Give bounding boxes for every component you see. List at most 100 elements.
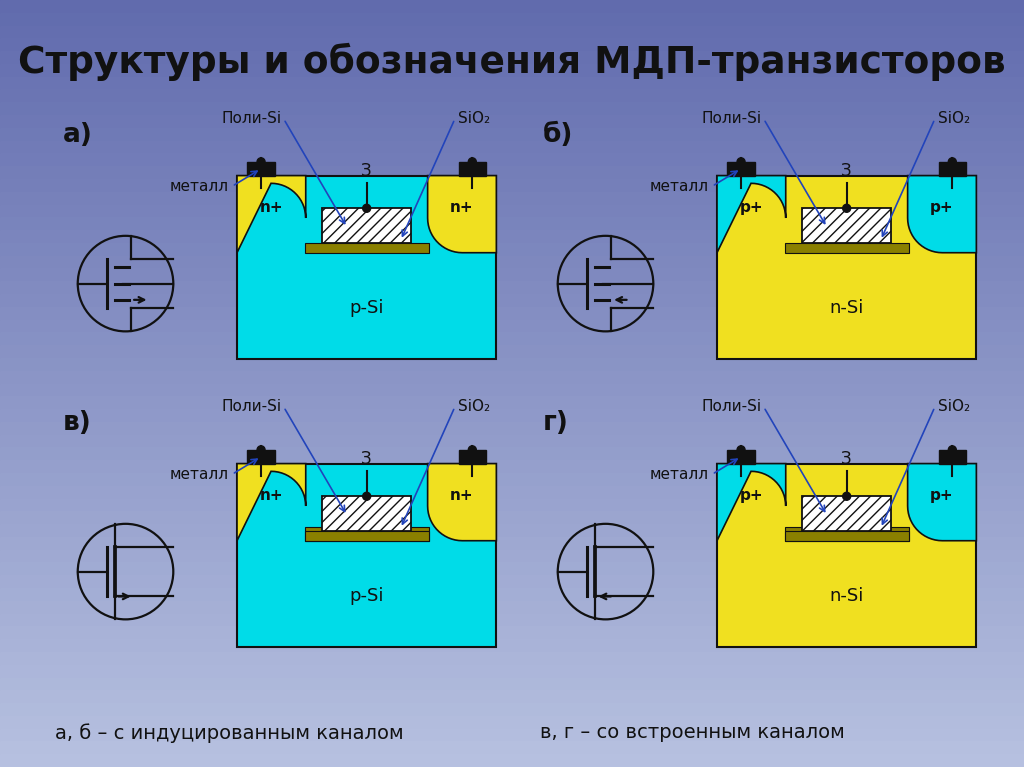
Circle shape xyxy=(468,446,476,454)
Bar xyxy=(0,217,1024,230)
Bar xyxy=(0,486,1024,499)
Text: Структуры и обозначения МДП-транзисторов: Структуры и обозначения МДП-транзисторов xyxy=(18,43,1006,81)
Text: в, г – со встроенным каналом: в, г – со встроенным каналом xyxy=(540,723,845,742)
Circle shape xyxy=(362,492,371,500)
Bar xyxy=(0,153,1024,166)
Bar xyxy=(0,320,1024,332)
Text: И: И xyxy=(248,449,260,468)
Bar xyxy=(0,397,1024,409)
Bar xyxy=(0,537,1024,550)
Bar xyxy=(0,588,1024,601)
Bar xyxy=(248,449,274,463)
Bar xyxy=(0,90,1024,102)
Bar xyxy=(784,243,908,252)
Bar xyxy=(459,449,486,463)
Text: Поли-Si: Поли-Si xyxy=(221,400,282,414)
Bar xyxy=(459,162,486,176)
Circle shape xyxy=(362,204,371,212)
Text: металл: металл xyxy=(170,467,229,482)
Text: б): б) xyxy=(543,122,573,148)
Text: З: З xyxy=(842,162,852,179)
Text: SiO₂: SiO₂ xyxy=(938,400,970,414)
Text: С: С xyxy=(473,449,485,468)
Text: n+: n+ xyxy=(451,489,474,503)
Bar xyxy=(0,499,1024,512)
Text: SiO₂: SiO₂ xyxy=(458,400,489,414)
Bar xyxy=(0,140,1024,153)
Bar xyxy=(0,562,1024,575)
Bar xyxy=(0,422,1024,435)
Bar xyxy=(0,77,1024,90)
Bar xyxy=(717,176,976,359)
Bar xyxy=(0,128,1024,140)
Bar xyxy=(0,473,1024,486)
Text: n+: n+ xyxy=(259,489,284,503)
Bar xyxy=(0,230,1024,243)
Circle shape xyxy=(948,446,956,454)
Circle shape xyxy=(843,492,851,500)
Circle shape xyxy=(737,158,745,166)
Bar xyxy=(0,754,1024,767)
Text: И: И xyxy=(728,162,740,179)
Text: n-Si: n-Si xyxy=(829,587,864,605)
Text: З: З xyxy=(842,449,852,468)
Bar xyxy=(0,665,1024,677)
Bar xyxy=(0,627,1024,639)
Text: SiO₂: SiO₂ xyxy=(938,111,970,127)
Circle shape xyxy=(257,446,265,454)
Bar xyxy=(0,0,1024,13)
Bar xyxy=(305,532,429,541)
Bar xyxy=(0,25,1024,38)
Text: С: С xyxy=(473,162,485,179)
Bar xyxy=(727,162,755,176)
Text: в): в) xyxy=(63,410,92,436)
Text: И: И xyxy=(728,449,740,468)
Text: SiO₂: SiO₂ xyxy=(458,111,489,127)
Bar xyxy=(305,243,429,252)
Polygon shape xyxy=(907,176,976,252)
Bar xyxy=(0,435,1024,447)
Text: p-Si: p-Si xyxy=(349,299,384,317)
Text: С: С xyxy=(953,162,965,179)
Circle shape xyxy=(737,446,745,454)
Bar xyxy=(802,496,891,532)
Text: p+: p+ xyxy=(930,200,953,216)
Bar xyxy=(0,205,1024,217)
Bar xyxy=(0,703,1024,716)
Circle shape xyxy=(468,158,476,166)
Bar xyxy=(0,358,1024,370)
Bar xyxy=(323,496,412,532)
Bar xyxy=(237,463,497,647)
Bar xyxy=(0,281,1024,294)
Bar xyxy=(802,209,891,243)
Text: С: С xyxy=(953,449,965,468)
Bar xyxy=(0,384,1024,397)
Bar xyxy=(0,13,1024,25)
Text: металл: металл xyxy=(650,179,709,194)
Text: г): г) xyxy=(543,410,569,436)
Bar xyxy=(0,729,1024,742)
Polygon shape xyxy=(717,176,785,252)
Bar xyxy=(323,209,412,243)
Bar xyxy=(0,409,1024,422)
Polygon shape xyxy=(717,463,785,541)
Circle shape xyxy=(948,158,956,166)
Bar xyxy=(0,524,1024,537)
Text: а): а) xyxy=(63,122,93,148)
Bar xyxy=(0,268,1024,281)
Bar xyxy=(0,255,1024,268)
Bar xyxy=(0,652,1024,665)
Text: металл: металл xyxy=(650,467,709,482)
Bar xyxy=(0,294,1024,307)
Text: Поли-Si: Поли-Si xyxy=(221,111,282,127)
Bar xyxy=(0,601,1024,614)
Text: n-Si: n-Si xyxy=(829,299,864,317)
Bar xyxy=(0,639,1024,652)
Bar xyxy=(784,532,908,541)
Bar xyxy=(0,243,1024,255)
Bar xyxy=(0,575,1024,588)
Bar xyxy=(717,463,976,647)
Polygon shape xyxy=(428,463,497,541)
Bar xyxy=(0,166,1024,179)
Bar xyxy=(305,527,429,541)
